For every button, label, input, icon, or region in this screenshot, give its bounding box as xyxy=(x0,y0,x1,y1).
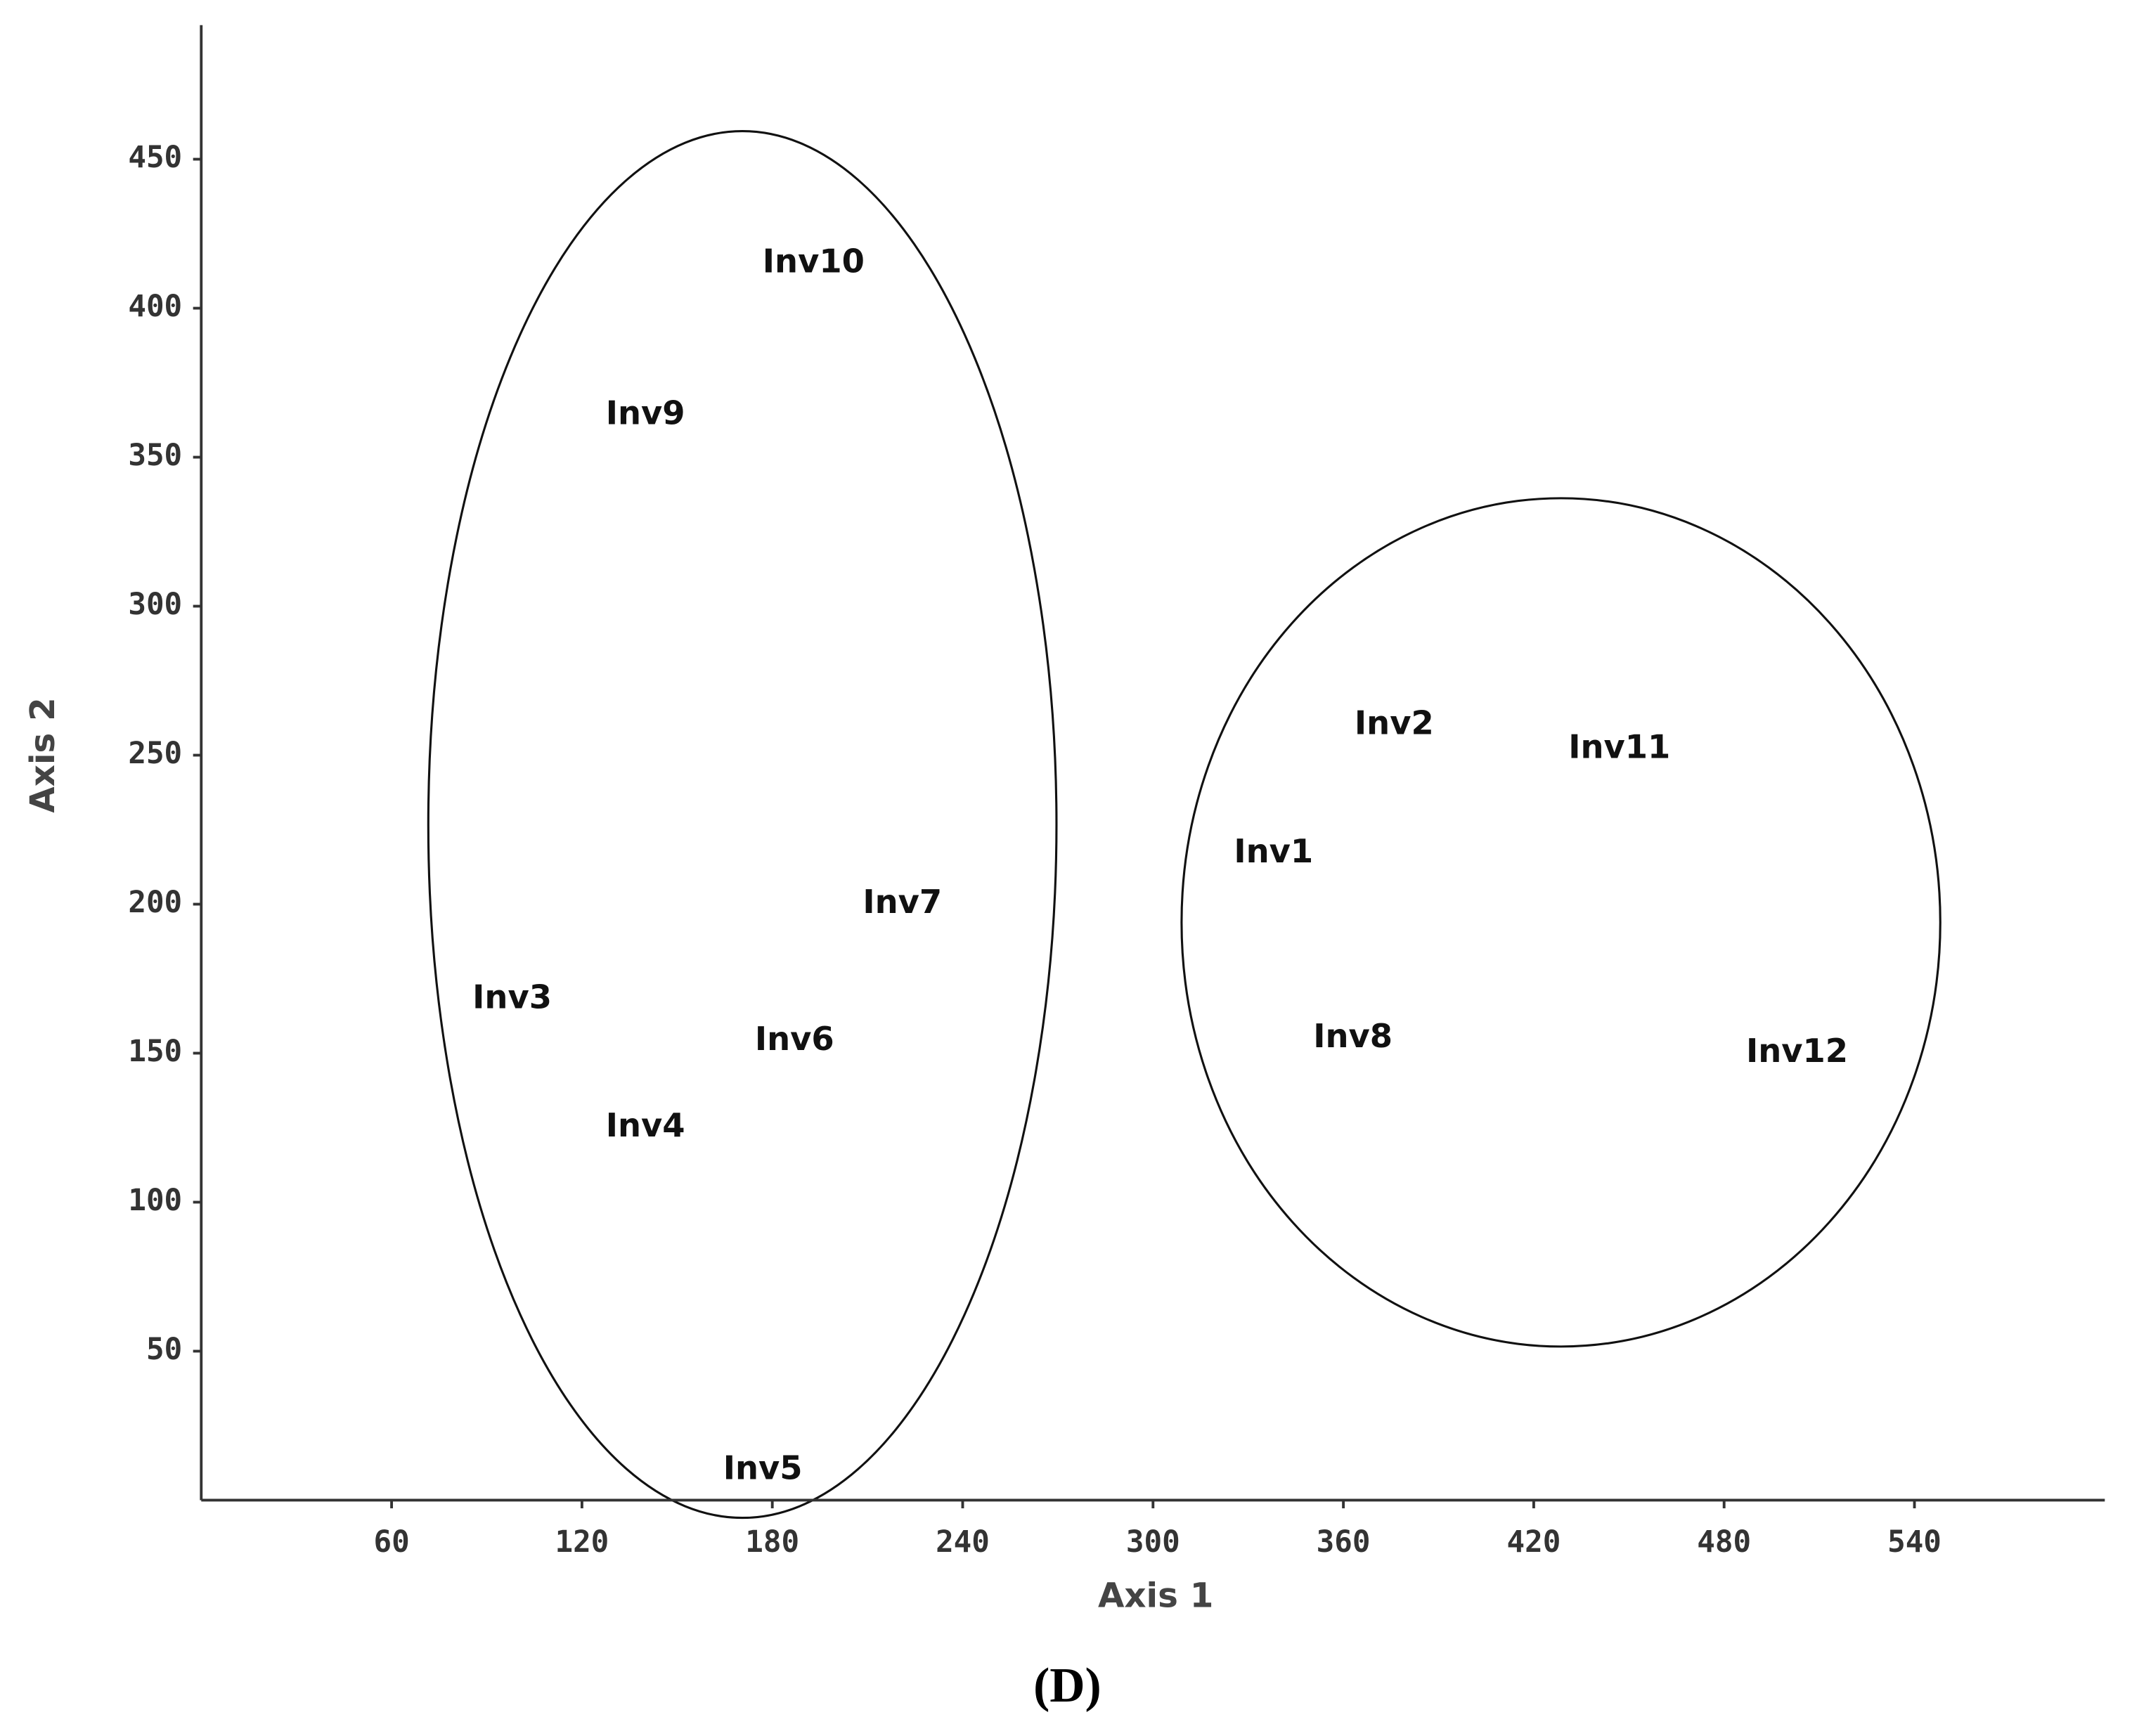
y-tick-label: 450 xyxy=(128,141,182,175)
y-tick-label: 200 xyxy=(128,886,182,920)
x-tick-label: 480 xyxy=(1697,1525,1751,1560)
x-tick-label: 540 xyxy=(1887,1525,1942,1560)
cluster-ellipse xyxy=(1180,497,1942,1348)
y-tick-label: 350 xyxy=(128,439,182,473)
point-label: Inv4 xyxy=(606,1106,685,1144)
cluster-ellipse xyxy=(427,130,1058,1520)
y-tick-label: 50 xyxy=(146,1333,182,1367)
x-tick-label: 240 xyxy=(936,1525,990,1560)
x-tick-label: 60 xyxy=(373,1525,409,1560)
y-tick-label: 300 xyxy=(128,588,182,622)
point-label: Inv5 xyxy=(723,1449,803,1487)
point-label: Inv11 xyxy=(1568,728,1670,766)
point-label: Inv8 xyxy=(1313,1017,1393,1055)
point-label: Inv12 xyxy=(1746,1032,1848,1070)
point-label: Inv2 xyxy=(1355,704,1434,742)
point-label: Inv3 xyxy=(472,978,552,1016)
x-tick-label: 300 xyxy=(1126,1525,1180,1560)
x-tick-label: 120 xyxy=(555,1525,609,1560)
x-axis-label: Axis 1 xyxy=(1098,1576,1213,1616)
x-tick-label: 180 xyxy=(745,1525,799,1560)
y-tick-label: 100 xyxy=(128,1184,182,1218)
point-label: Inv7 xyxy=(863,883,942,921)
point-label: Inv9 xyxy=(606,394,685,432)
point-label: Inv1 xyxy=(1234,832,1313,870)
point-label: Inv6 xyxy=(755,1020,834,1058)
y-axis-label: Axis 2 xyxy=(23,697,63,812)
x-tick-label: 420 xyxy=(1506,1525,1561,1560)
y-tick-label: 150 xyxy=(128,1035,182,1069)
point-label: Inv10 xyxy=(763,242,865,280)
caption: (D) xyxy=(1033,1659,1101,1713)
y-tick-label: 250 xyxy=(128,737,182,771)
y-tick-label: 400 xyxy=(128,290,182,324)
x-tick-label: 360 xyxy=(1317,1525,1371,1560)
